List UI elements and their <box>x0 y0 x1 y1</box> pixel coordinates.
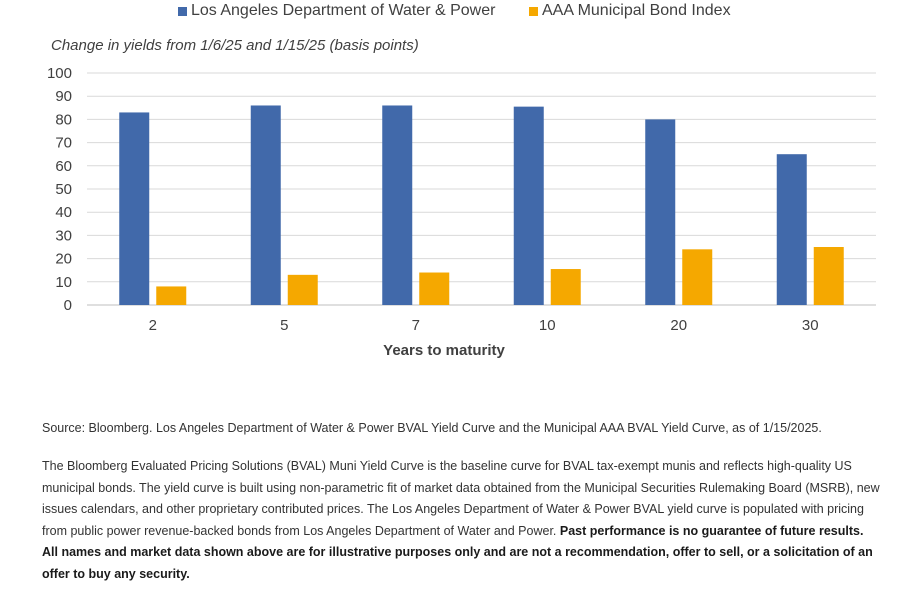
y-tick-label: 20 <box>55 251 72 268</box>
y-tick-label: 30 <box>55 227 72 244</box>
x-tick-label: 20 <box>670 317 687 334</box>
bar-chart: 0 10 20 30 40 50 60 70 80 90 100 2 5 7 10 20 30 Years t… <box>47 65 876 359</box>
legend-item-ladwp: Los Angeles Department of Water & Power <box>178 2 495 20</box>
legend-swatch-ladwp <box>178 6 187 16</box>
disclaimer-text: The Bloomberg Evaluated Pricing Solution… <box>42 459 880 538</box>
source-note: Source: Bloomberg. Los Angeles Departmen… <box>42 421 822 435</box>
y-tick-label: 50 <box>55 181 72 198</box>
bar-aaa-10 <box>550 269 581 305</box>
x-tick-label: 5 <box>280 317 288 334</box>
bar-ladwp-10 <box>513 106 544 305</box>
gridlines <box>87 72 876 306</box>
bar-ladwp-5 <box>250 105 281 305</box>
y-tick-label: 80 <box>55 111 72 128</box>
y-tick-label: 90 <box>55 88 72 105</box>
bar-ladwp-7 <box>382 105 413 305</box>
bar-aaa-7 <box>419 272 450 305</box>
y-tick-label: 40 <box>55 204 72 221</box>
y-tick-label: 10 <box>55 274 72 291</box>
disclaimer-bold-text: Past performance is no guarantee of futu… <box>42 523 873 581</box>
bar-aaa-5 <box>287 274 318 305</box>
bar-aaa-2 <box>156 286 187 305</box>
x-tick-label: 2 <box>149 317 157 334</box>
legend-label-ladwp: Los Angeles Department of Water & Power <box>191 2 496 19</box>
bar-ladwp-2 <box>119 112 150 305</box>
x-tick-label: 30 <box>802 317 819 334</box>
x-axis-label: Years to maturity <box>383 342 505 359</box>
legend-label-aaa: AAA Municipal Bond Index <box>542 2 731 19</box>
y-tick-label: 60 <box>55 158 72 175</box>
y-tick-label: 0 <box>64 297 72 314</box>
legend-item-aaa: AAA Municipal Bond Index <box>529 2 731 20</box>
chart-legend: Los Angeles Department of Water & Power … <box>0 2 900 22</box>
bar-ladwp-20 <box>645 119 676 306</box>
bar-aaa-20 <box>682 249 713 305</box>
bar-aaa-30 <box>813 247 844 305</box>
legend-swatch-aaa <box>529 6 538 16</box>
bar-ladwp-30 <box>776 154 807 305</box>
y-axis-ticks: 0 10 20 30 40 50 60 70 80 90 100 <box>47 65 72 314</box>
bars <box>119 105 844 306</box>
disclaimer-note: The Bloomberg Evaluated Pricing Solution… <box>42 456 882 585</box>
y-tick-label: 100 <box>47 65 72 82</box>
y-tick-label: 70 <box>55 135 72 152</box>
x-axis-ticks: 2 5 7 10 20 30 <box>149 317 819 334</box>
chart-subtitle: Change in yields from 1/6/25 and 1/15/25… <box>51 37 419 54</box>
x-tick-label: 7 <box>412 317 420 334</box>
x-tick-label: 10 <box>539 317 556 334</box>
